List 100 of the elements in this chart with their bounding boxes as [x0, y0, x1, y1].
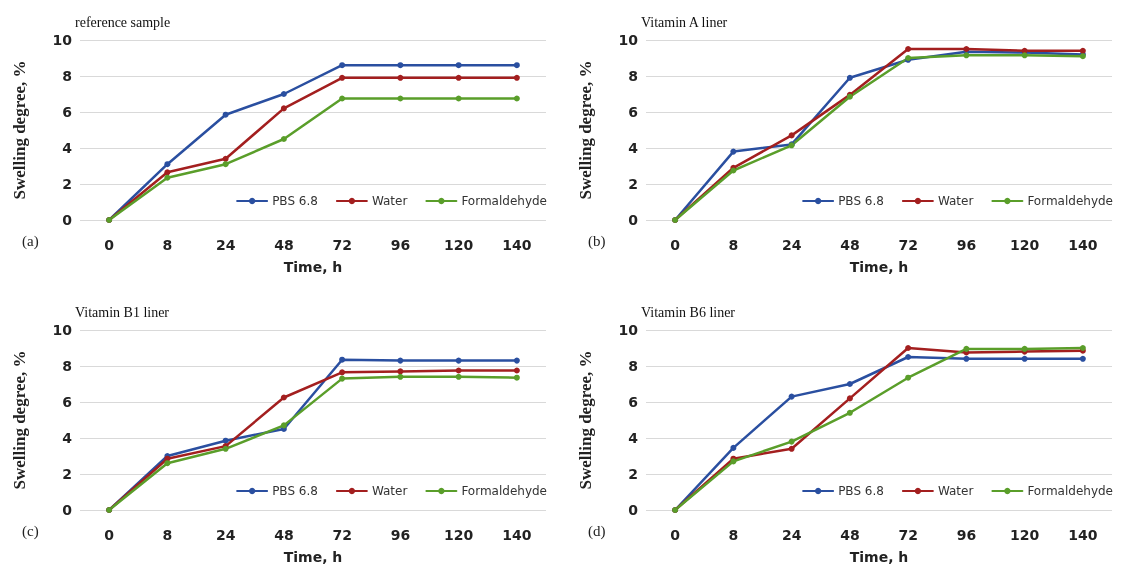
point [455, 74, 462, 81]
point [339, 62, 346, 69]
x-tick-label: 8 [162, 527, 173, 543]
x-tick-label: 8 [728, 237, 739, 253]
point [164, 460, 171, 467]
y-axis-title: Swelling degree, % [576, 60, 595, 200]
legend-label: Formaldehyde [461, 194, 547, 208]
x-tick-label: 140 [502, 527, 532, 543]
point [788, 438, 795, 445]
x-tick-label: 24 [215, 527, 236, 543]
point [788, 393, 795, 400]
y-tick-label: 4 [628, 140, 639, 156]
point [513, 374, 520, 381]
x-tick-label: 72 [332, 237, 352, 253]
y-axis-title: Swelling degree, % [10, 60, 29, 200]
y-tick-label: 4 [62, 430, 73, 446]
y-tick-label: 2 [628, 466, 638, 482]
x-axis-title: Time, h [849, 549, 909, 565]
x-tick-label: 8 [728, 527, 739, 543]
text: (c) [22, 522, 39, 540]
point [164, 169, 171, 176]
point [397, 357, 404, 364]
legend-label: Water [937, 194, 974, 208]
x-tick-label: 96 [956, 527, 977, 543]
y-tick-label: 2 [628, 176, 638, 192]
legend-label: PBS 6.8 [272, 194, 318, 208]
point [513, 74, 520, 81]
point [905, 354, 912, 360]
point [339, 95, 346, 102]
x-tick-label: 120 [1010, 527, 1040, 543]
y-tick-label: 6 [62, 394, 72, 410]
text: (d) [588, 522, 606, 540]
point [280, 105, 287, 112]
x-tick-label: 140 [502, 237, 532, 253]
point [905, 374, 912, 381]
y-tick-label: 2 [62, 466, 72, 482]
point [1021, 355, 1028, 362]
point [905, 345, 912, 351]
legend-label: Formaldehyde [1027, 484, 1113, 498]
x-tick-label: 140 [1068, 527, 1098, 543]
x-tick-label: 48 [274, 527, 294, 543]
legend-label: Formaldehyde [461, 484, 547, 498]
point [730, 444, 737, 451]
point [222, 161, 229, 168]
y-tick-label: 0 [62, 212, 73, 228]
x-tick-label: 96 [390, 237, 411, 253]
point [280, 394, 287, 401]
y-tick-label: 6 [628, 104, 638, 120]
point [788, 445, 795, 452]
point [455, 95, 462, 102]
legend-label: PBS 6.8 [838, 484, 884, 498]
point [846, 409, 853, 416]
y-tick-label: 0 [628, 502, 639, 518]
point [846, 381, 853, 387]
point [513, 95, 520, 102]
y-tick-label: 6 [62, 104, 72, 120]
x-tick-label: 72 [898, 237, 918, 253]
x-tick-label: 24 [781, 237, 802, 253]
point [222, 111, 229, 118]
chart-title: Vitamin B6 liner [641, 304, 736, 320]
point [513, 62, 520, 69]
point [846, 74, 853, 81]
text: (a) [22, 232, 39, 250]
x-tick-label: 24 [215, 237, 236, 253]
point [397, 373, 404, 380]
x-tick-label: 0 [104, 237, 115, 253]
legend-label: PBS 6.8 [838, 194, 884, 208]
x-axis-title: Time, h [283, 259, 343, 275]
x-tick-label: 120 [444, 237, 474, 253]
y-tick-label: 8 [628, 358, 638, 374]
legend-label: Water [371, 194, 408, 208]
y-tick-label: 2 [62, 176, 72, 192]
point [339, 74, 346, 81]
x-tick-label: 140 [1068, 237, 1098, 253]
point [788, 132, 795, 139]
point [164, 161, 171, 168]
point [455, 373, 462, 380]
point [164, 174, 171, 181]
point [455, 367, 462, 374]
y-tick-label: 6 [628, 394, 638, 410]
legend-label: Formaldehyde [1027, 194, 1113, 208]
x-tick-label: 0 [104, 527, 115, 543]
point [397, 74, 404, 81]
x-tick-label: 24 [781, 527, 802, 543]
point [280, 422, 287, 429]
y-axis-title: Swelling degree, % [576, 350, 595, 490]
y-tick-label: 8 [628, 68, 638, 84]
x-tick-label: 48 [274, 237, 294, 253]
x-axis-title: Time, h [283, 549, 343, 565]
point [905, 46, 912, 52]
point [1079, 47, 1086, 54]
x-tick-label: 96 [956, 237, 977, 253]
x-tick-label: 72 [332, 527, 352, 543]
point [963, 355, 970, 362]
chart-title: Vitamin B1 liner [75, 304, 170, 320]
point [280, 136, 287, 142]
x-axis-title: Time, h [849, 259, 909, 275]
y-tick-label: 8 [62, 68, 72, 84]
y-tick-label: 8 [62, 358, 72, 374]
point [339, 369, 346, 376]
